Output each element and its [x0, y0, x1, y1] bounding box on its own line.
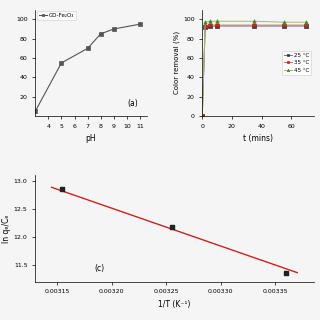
Line: 35 °C: 35 °C — [201, 23, 308, 118]
X-axis label: pH: pH — [85, 134, 96, 143]
45 °C — [203, 20, 207, 24]
25 °C — [282, 24, 286, 28]
X-axis label: t (mins): t (mins) — [243, 134, 273, 143]
35 °C — [208, 23, 212, 27]
45 °C — [208, 19, 212, 23]
25 °C — [304, 24, 308, 28]
35 °C — [215, 23, 219, 27]
45 °C — [215, 19, 219, 23]
45 °C — [282, 20, 286, 24]
25 °C — [208, 24, 212, 28]
45 °C — [304, 20, 308, 24]
25 °C — [252, 24, 256, 28]
Line: 25 °C: 25 °C — [201, 24, 308, 118]
35 °C — [252, 23, 256, 27]
25 °C — [200, 114, 204, 118]
45 °C — [200, 114, 204, 118]
Y-axis label: ln qₑ/Cₑ: ln qₑ/Cₑ — [2, 214, 11, 243]
Point — [60, 187, 65, 192]
35 °C — [200, 114, 204, 118]
Y-axis label: Color removal (%): Color removal (%) — [174, 31, 180, 94]
Legend: 25 °C, 35 °C, 45 °C: 25 °C, 35 °C, 45 °C — [282, 51, 311, 75]
25 °C — [215, 24, 219, 28]
Line: 45 °C: 45 °C — [201, 20, 308, 118]
X-axis label: 1/T (K⁻¹): 1/T (K⁻¹) — [158, 300, 191, 309]
35 °C — [304, 23, 308, 27]
Text: (c): (c) — [95, 264, 105, 273]
35 °C — [203, 24, 207, 28]
45 °C — [252, 19, 256, 23]
25 °C — [203, 25, 207, 29]
Legend: GO-Fe₂O₃: GO-Fe₂O₃ — [37, 11, 76, 20]
Point — [284, 270, 289, 275]
35 °C — [282, 23, 286, 27]
Point — [169, 224, 174, 229]
Text: (a): (a) — [127, 99, 138, 108]
